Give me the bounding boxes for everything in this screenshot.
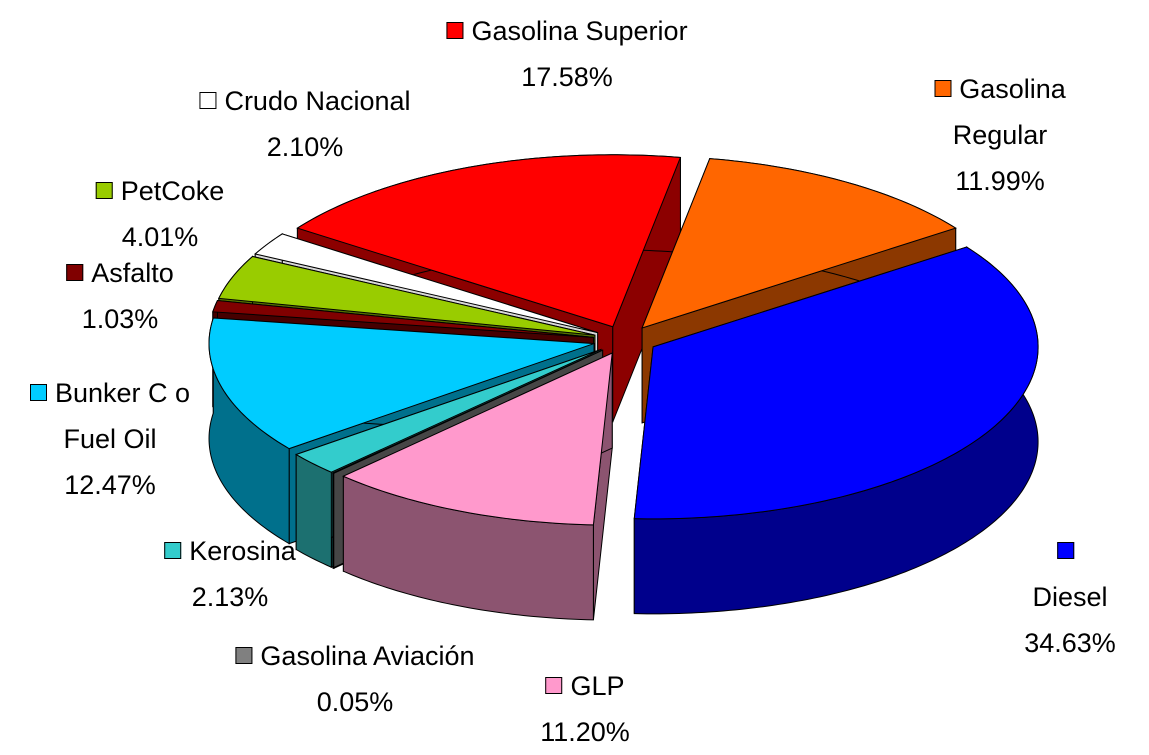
data-label: Bunker C o Fuel Oil 12.47% [10, 370, 210, 508]
value-label: 0.05% [316, 687, 394, 717]
legend-entry: Kerosina [164, 528, 296, 574]
legend-entry: PetCoke [95, 168, 225, 214]
slice [294, 349, 602, 473]
legend-swatch [934, 80, 952, 97]
slice [208, 317, 595, 450]
value-label: 11.99% [955, 166, 1045, 196]
data-label: Gasolina Superior 17.58% [446, 8, 688, 100]
legend-swatch [29, 384, 47, 401]
category-label: Bunker C o Fuel Oil [54, 378, 191, 454]
data-label: Kerosina 2.13% [164, 528, 296, 620]
slice-wall [332, 472, 335, 570]
value-label: 4.01% [121, 222, 199, 252]
slice [212, 300, 594, 338]
category-label: Crudo Nacional [224, 86, 411, 116]
legend-entry: Diesel [1024, 528, 1116, 620]
category-label: PetCoke [120, 176, 225, 206]
data-label: Crudo Nacional 2.10% [199, 78, 411, 170]
data-label: Gasolina Aviación 0.05% [235, 633, 475, 725]
slice-wall [295, 453, 332, 568]
slice [218, 255, 596, 336]
legend-swatch [545, 677, 563, 694]
value-label: 2.10% [266, 132, 344, 162]
category-label: Asfalto [91, 258, 174, 288]
slice [342, 352, 613, 526]
slice [254, 233, 598, 334]
value-label: 17.58% [521, 62, 613, 92]
data-label: PetCoke 4.01% [95, 168, 225, 260]
slice [641, 158, 957, 329]
legend-swatch [95, 182, 113, 199]
legend-entry: Gasolina Regular [926, 66, 1075, 158]
data-label: Diesel 34.63% [1024, 528, 1116, 666]
legend-entry: Gasolina Superior [446, 8, 688, 54]
slice [296, 154, 682, 328]
legend-swatch [199, 92, 217, 109]
legend-swatch [446, 22, 464, 39]
value-label: 34.63% [1024, 628, 1116, 658]
legend-entry: Crudo Nacional [199, 78, 411, 124]
value-label: 12.47% [64, 470, 156, 500]
legend-entry: Gasolina Aviación [235, 633, 475, 679]
legend-entry: Bunker C o Fuel Oil [10, 370, 210, 462]
legend-swatch [235, 647, 253, 664]
category-label: Gasolina Aviación [260, 641, 475, 671]
legend-entry: GLP [540, 663, 630, 709]
value-label: 1.03% [81, 304, 159, 334]
category-label: Gasolina Regular [952, 74, 1066, 150]
data-label: GLP 11.20% [540, 663, 630, 755]
value-label: 2.13% [191, 582, 269, 612]
legend-swatch [66, 264, 84, 281]
legend-swatch [1057, 542, 1075, 559]
legend-swatch [164, 542, 182, 559]
slice [331, 349, 603, 474]
legend-entry: Asfalto [66, 250, 174, 296]
category-label: Kerosina [189, 536, 296, 566]
data-label: Gasolina Regular 11.99% [926, 66, 1075, 204]
slice [633, 246, 1039, 520]
data-label: Asfalto 1.03% [66, 250, 174, 342]
category-label: Gasolina Superior [471, 16, 688, 46]
category-label: GLP [570, 671, 625, 701]
category-label: Diesel [1032, 582, 1108, 612]
value-label: 11.20% [540, 717, 630, 747]
